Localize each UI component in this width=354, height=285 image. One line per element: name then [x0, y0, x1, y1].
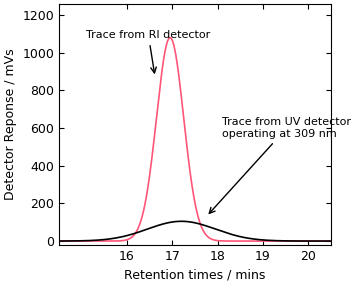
Text: Trace from UV detector
operating at 309 nm: Trace from UV detector operating at 309 …	[209, 117, 351, 213]
Text: Trace from RI detector: Trace from RI detector	[86, 30, 211, 73]
Y-axis label: Detector Reponse / mVs: Detector Reponse / mVs	[4, 48, 17, 200]
X-axis label: Retention times / mins: Retention times / mins	[124, 268, 266, 281]
